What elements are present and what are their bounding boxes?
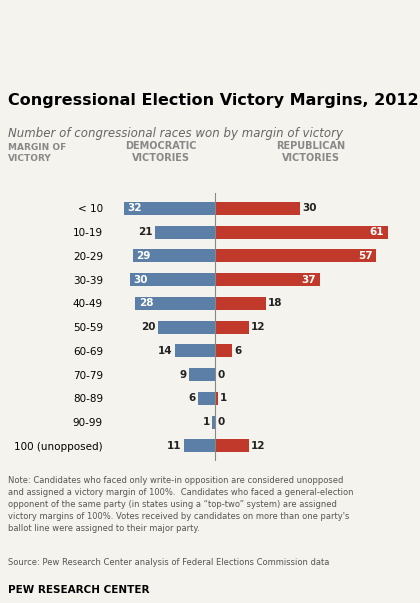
Bar: [215, 250, 376, 262]
Text: 29: 29: [136, 251, 150, 261]
Text: Number of congressional races won by margin of victory: Number of congressional races won by mar…: [8, 127, 344, 140]
Text: 32: 32: [128, 203, 142, 213]
Text: 9: 9: [180, 370, 187, 380]
Text: 61: 61: [370, 227, 384, 237]
Text: Source: Pew Research Center analysis of Federal Elections Commission data: Source: Pew Research Center analysis of …: [8, 558, 330, 567]
Text: 1: 1: [202, 417, 210, 427]
Text: 6: 6: [188, 393, 195, 403]
Text: 0: 0: [217, 417, 224, 427]
Bar: [215, 344, 232, 358]
Text: MARGIN OF
VICTORY: MARGIN OF VICTORY: [8, 144, 67, 163]
Bar: [215, 321, 249, 333]
Text: 21: 21: [139, 227, 153, 237]
Text: REPUBLICAN
VICTORIES: REPUBLICAN VICTORIES: [276, 141, 346, 163]
Bar: [158, 321, 215, 333]
Text: 57: 57: [358, 251, 373, 261]
Bar: [155, 226, 215, 239]
Bar: [184, 440, 215, 452]
Bar: [215, 226, 388, 239]
Text: Note: Candidates who faced only write-in opposition are considered unopposed
and: Note: Candidates who faced only write-in…: [8, 476, 354, 532]
Bar: [215, 273, 320, 286]
Bar: [215, 297, 266, 310]
Text: 12: 12: [251, 322, 265, 332]
Text: DEMOCRATIC
VICTORIES: DEMOCRATIC VICTORIES: [125, 141, 197, 163]
Bar: [212, 415, 215, 429]
Text: 30: 30: [302, 203, 317, 213]
Text: 1: 1: [220, 393, 227, 403]
Text: 20: 20: [141, 322, 156, 332]
Bar: [198, 392, 215, 405]
Bar: [189, 368, 215, 381]
Text: 18: 18: [268, 298, 283, 308]
Text: 30: 30: [133, 274, 148, 285]
Bar: [124, 202, 215, 215]
Bar: [175, 344, 215, 358]
Bar: [130, 273, 215, 286]
Bar: [215, 202, 300, 215]
Text: 14: 14: [158, 346, 173, 356]
Text: PEW RESEARCH CENTER: PEW RESEARCH CENTER: [8, 585, 150, 595]
Text: 0: 0: [217, 370, 224, 380]
Bar: [215, 392, 218, 405]
Text: 28: 28: [139, 298, 153, 308]
Text: Congressional Election Victory Margins, 2012: Congressional Election Victory Margins, …: [8, 93, 419, 109]
Bar: [215, 440, 249, 452]
Bar: [135, 297, 215, 310]
Text: 6: 6: [234, 346, 241, 356]
Text: 12: 12: [251, 441, 265, 451]
Text: 37: 37: [302, 274, 316, 285]
Text: 11: 11: [167, 441, 181, 451]
Bar: [133, 250, 215, 262]
